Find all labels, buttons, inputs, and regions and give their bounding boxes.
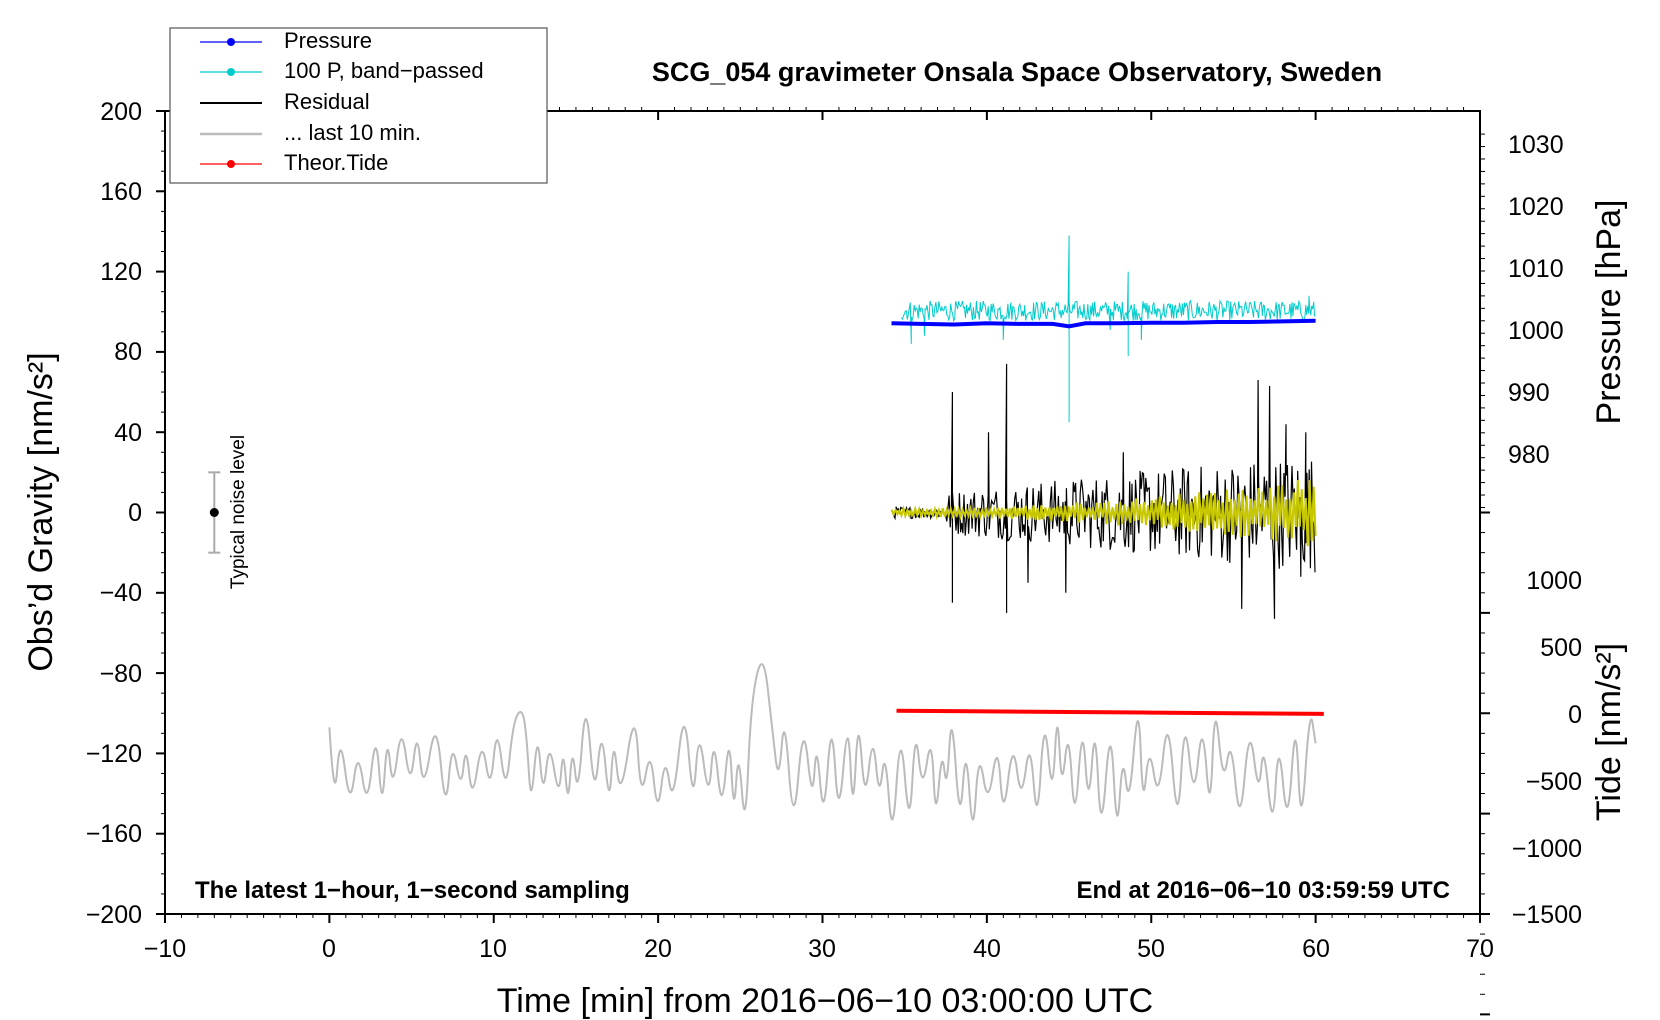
- legend-label-residual: Residual: [284, 89, 370, 114]
- y-tick-label: −200: [86, 901, 142, 929]
- y-tick-label: 160: [100, 178, 142, 206]
- noise-level-label: Typical noise level: [228, 435, 249, 589]
- x-tick-label: −10: [144, 935, 186, 963]
- tide-tick-labels: 1000 500 0 −500 −1000 −1500: [1512, 567, 1582, 929]
- x-axis-title: Time [min] from 2016−06−10 03:00:00 UTC: [497, 982, 1153, 1020]
- pressure-tick-label: 980: [1508, 441, 1550, 469]
- tide-tick-label: 500: [1540, 634, 1582, 662]
- y-tick-labels: 200 160 120 80 40 0 −40 −80 −120 −160 −2…: [86, 98, 142, 929]
- series-theor-tide: [896, 708, 1324, 716]
- noise-level-indicator: [208, 471, 221, 554]
- legend: Pressure 100 P, band−passed Residual ...…: [169, 27, 548, 184]
- y-tick-label: 200: [100, 98, 142, 126]
- tick-layer: [156, 107, 1490, 1016]
- y-tick-label: 0: [128, 499, 142, 527]
- legend-label-bandpassed: 100 P, band−passed: [284, 58, 484, 83]
- series-pressure: [891, 318, 1316, 329]
- x-tick-label: 50: [1137, 935, 1165, 963]
- legend-swatch-marker: [227, 68, 235, 76]
- y-tick-label: 120: [100, 258, 142, 286]
- tide-tick-label: −500: [1526, 768, 1582, 796]
- series-last-10-min: [328, 663, 1317, 821]
- x-tick-label: 40: [973, 935, 1001, 963]
- x-tick-label: 0: [322, 935, 336, 963]
- x-tick-label: 10: [479, 935, 507, 963]
- end-time-note: End at 2016−06−10 03:59:59 UTC: [1076, 877, 1450, 904]
- y-tick-label: 40: [114, 419, 142, 447]
- tide-tick-label: −1000: [1512, 835, 1582, 863]
- legend-label-pressure: Pressure: [284, 28, 372, 53]
- y-tick-label: −40: [100, 579, 142, 607]
- noise-bar-center-dot: [209, 508, 219, 517]
- tide-tick-label: 1000: [1526, 567, 1582, 595]
- y-tick-label: −160: [86, 820, 142, 848]
- tide-tick-label: −1500: [1512, 901, 1582, 929]
- legend-swatch-marker: [227, 38, 235, 46]
- legend-label-last10: ... last 10 min.: [284, 120, 421, 145]
- pressure-tick-labels: 1030 1020 1010 1000 990 980: [1508, 131, 1564, 469]
- tide-tick-label: 0: [1568, 701, 1582, 729]
- x-tick-labels: −10 0 10 20 30 40 50 60 70: [144, 935, 1494, 963]
- pressure-tick-label: 1030: [1508, 131, 1564, 159]
- y-tick-label: 80: [114, 338, 142, 366]
- x-tick-label: 60: [1302, 935, 1330, 963]
- x-tick-label: 70: [1466, 935, 1494, 963]
- x-tick-label: 20: [644, 935, 672, 963]
- pressure-tick-label: 1010: [1508, 255, 1564, 283]
- legend-swatches: [200, 38, 262, 168]
- pressure-axis-title: Pressure [hPa]: [1590, 200, 1628, 425]
- y-tick-label: −120: [86, 740, 142, 768]
- legend-label-tide: Theor.Tide: [284, 150, 388, 175]
- legend-box: [169, 27, 548, 184]
- tide-axis-title: Tide [nm/s²]: [1590, 643, 1628, 821]
- pressure-tick-label: 1020: [1508, 193, 1564, 221]
- pressure-tick-label: 990: [1508, 379, 1550, 407]
- series-residual-smoothed: [890, 480, 1317, 547]
- series-layer: [328, 235, 1324, 821]
- chart-title: SCG_054 gravimeter Onsala Space Observat…: [652, 57, 1382, 87]
- pressure-tick-label: 1000: [1508, 317, 1564, 345]
- series-bandpassed-pressure: [900, 235, 1316, 423]
- sampling-note: The latest 1−hour, 1−second sampling: [195, 877, 630, 904]
- legend-swatch-marker: [227, 160, 235, 168]
- y-axis-title: Obs’d Gravity [nm/s²]: [22, 352, 60, 671]
- y-tick-label: −80: [100, 660, 142, 688]
- x-tick-label: 30: [808, 935, 836, 963]
